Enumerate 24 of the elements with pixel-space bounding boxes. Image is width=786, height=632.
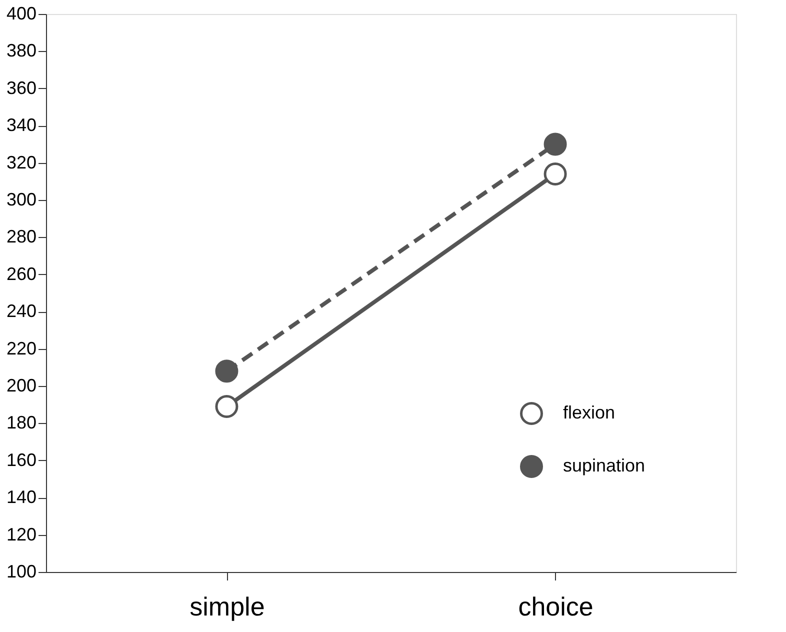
y-tick-label: 280 <box>6 226 36 247</box>
legend-label: flexion <box>563 402 616 422</box>
y-tick-label: 340 <box>6 115 36 136</box>
y-tick-label: 320 <box>6 152 36 172</box>
legend-label: supination <box>563 456 646 476</box>
y-tick-label: 260 <box>6 264 36 284</box>
y-tick-label: 120 <box>6 524 36 544</box>
y-tick-label: 160 <box>6 450 36 470</box>
y-tick-label: 300 <box>6 190 36 210</box>
point <box>544 132 567 156</box>
point <box>544 162 567 186</box>
x-tick-label: simple <box>190 592 265 622</box>
x-tick-label: choice <box>518 592 594 622</box>
y-tick-label: 240 <box>6 301 36 322</box>
point <box>215 360 238 383</box>
point <box>215 394 238 418</box>
y-tick-label: 200 <box>6 376 36 396</box>
y-tick-label: 380 <box>6 40 36 61</box>
y-tick-label: 100 <box>6 562 36 582</box>
y-tick-label: 220 <box>6 338 36 358</box>
y-tick-label: 360 <box>6 78 36 98</box>
y-tick-label: 400 <box>6 4 36 24</box>
y-tick-label: 140 <box>6 487 36 508</box>
y-tick-label: 180 <box>6 412 36 433</box>
